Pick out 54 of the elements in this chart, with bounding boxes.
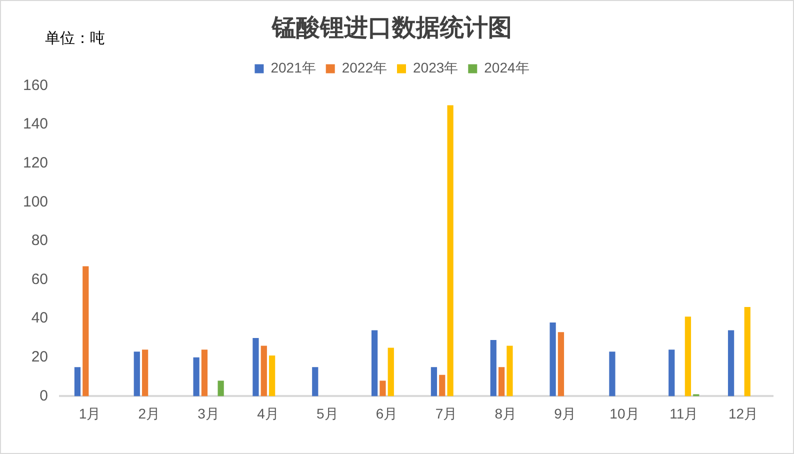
text: 单位：吨	[45, 29, 105, 48]
bar	[142, 350, 148, 396]
y-tick-label: 80	[31, 232, 48, 250]
x-tick-label: 2月	[138, 405, 160, 422]
bar	[380, 380, 386, 396]
legend-label: 2021年	[270, 60, 316, 76]
bar	[498, 367, 505, 396]
chart-title: 锰酸锂进口数据统计图	[271, 12, 512, 42]
legend-label: 2024年	[484, 60, 530, 76]
y-tick-label: 160	[22, 76, 48, 94]
x-tick-label: 3月	[198, 405, 220, 422]
bar	[447, 105, 454, 396]
bar	[252, 338, 259, 396]
bar	[558, 332, 564, 396]
x-tick-label: 9月	[554, 405, 576, 422]
bar	[490, 340, 496, 396]
x-tick-label: 6月	[376, 405, 398, 422]
bar	[260, 346, 267, 396]
x-tick-label: 1月	[78, 405, 101, 422]
bar	[684, 316, 692, 396]
x-tick-label: 12月	[728, 405, 758, 422]
bar	[74, 367, 81, 396]
y-tick-label: 100	[22, 193, 48, 210]
x-tick-label: 7月	[435, 405, 458, 422]
y-tick-label: 120	[22, 154, 48, 172]
y-tick-label: 20	[31, 348, 48, 366]
x-tick-label: 8月	[494, 405, 517, 422]
bar	[388, 348, 394, 396]
bar	[430, 367, 438, 396]
y-tick-label: 60	[31, 270, 48, 288]
bar	[550, 322, 556, 396]
y-tick-label: 0	[40, 387, 48, 404]
legend-label: 2022年	[342, 60, 388, 76]
bar	[201, 350, 208, 396]
bar	[609, 352, 616, 396]
bar	[668, 350, 675, 396]
x-tick-label: 10月	[610, 405, 640, 422]
bar	[312, 367, 318, 396]
bar	[728, 330, 734, 396]
bar	[134, 352, 140, 396]
x-tick-label: 5月	[316, 405, 338, 422]
y-tick-label: 140	[22, 116, 48, 133]
bar	[82, 266, 89, 396]
bar	[269, 355, 276, 396]
bar	[371, 330, 378, 396]
bar	[439, 374, 446, 396]
bar	[218, 380, 224, 396]
x-tick-label: 11月	[670, 405, 698, 422]
legend-label: 2023年	[413, 60, 458, 76]
bar	[193, 357, 200, 396]
bar	[744, 306, 750, 396]
bar	[506, 346, 513, 396]
y-tick-label: 40	[31, 310, 48, 327]
x-tick-label: 4月	[257, 405, 279, 422]
